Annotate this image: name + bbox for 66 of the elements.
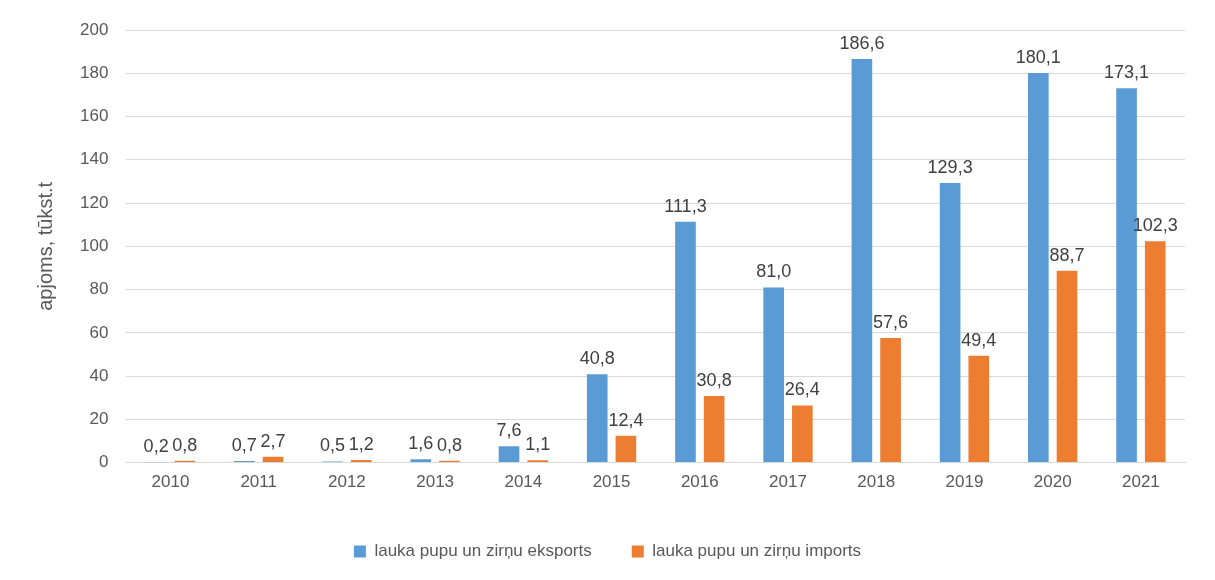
x-tick-label: 2013 [416, 472, 455, 492]
bar [880, 338, 901, 463]
data-label: 1,6 [408, 433, 434, 454]
data-label: 0,7 [231, 435, 257, 456]
x-tick-label: 2017 [769, 472, 807, 492]
bar [1144, 241, 1166, 463]
data-label: 2,7 [260, 430, 286, 451]
data-label: 0,8 [172, 434, 198, 455]
y-tick-label: 40 [89, 365, 109, 385]
bar [350, 460, 372, 463]
bar [939, 182, 961, 463]
bar [851, 58, 873, 463]
bar [410, 459, 432, 463]
data-label: 49,4 [961, 329, 997, 350]
y-tick-label: 80 [89, 279, 109, 299]
y-tick-label: 140 [79, 149, 109, 169]
bar [498, 446, 520, 463]
y-axis-title: apjoms, tūkst.t [33, 181, 56, 311]
data-label: 12,4 [608, 409, 644, 430]
x-tick-label: 2012 [328, 472, 366, 492]
y-tick-label: 20 [89, 409, 109, 429]
bar [763, 287, 784, 463]
bar [262, 456, 284, 463]
data-label: 57,6 [873, 311, 909, 332]
y-tick-label: 0 [98, 452, 109, 472]
data-label: 173,1 [1104, 62, 1150, 83]
data-label: 1,1 [525, 434, 551, 455]
bar [675, 221, 696, 463]
data-label: 40,8 [579, 348, 615, 369]
x-tick-label: 2014 [504, 472, 543, 492]
data-label: 7,6 [496, 420, 522, 441]
x-tick-label: 2018 [857, 472, 896, 492]
bar [586, 374, 608, 463]
data-label: 129,3 [927, 156, 973, 177]
x-tick-label: 2021 [1121, 472, 1160, 492]
x-tick-label: 2020 [1033, 472, 1072, 492]
bar [1028, 73, 1049, 463]
y-tick-label: 120 [79, 192, 109, 212]
x-tick-label: 2015 [592, 472, 631, 492]
x-tick-label: 2016 [680, 472, 719, 492]
y-tick-label: 60 [89, 322, 109, 342]
data-label: 0,5 [320, 435, 346, 456]
legend-label: lauka pupu un zirņu eksports [374, 541, 592, 561]
data-label: 81,0 [756, 261, 792, 282]
legend-label: lauka pupu un zirņu imports [652, 541, 862, 561]
y-tick-label: 160 [79, 106, 109, 126]
bar [792, 405, 813, 463]
data-label: 0,8 [436, 434, 462, 455]
data-label: 186,6 [839, 32, 885, 53]
bar [615, 435, 637, 463]
data-label: 88,7 [1049, 244, 1085, 265]
data-label: 30,8 [696, 369, 732, 390]
x-tick-label: 2011 [240, 472, 277, 492]
bar [703, 395, 725, 463]
y-tick-label: 180 [79, 62, 109, 82]
bar [1056, 270, 1078, 463]
y-tick-label: 100 [79, 235, 109, 255]
x-tick-label: 2010 [151, 472, 190, 492]
data-label: 26,4 [784, 379, 820, 400]
x-tick-label: 2019 [945, 472, 984, 492]
data-label: 1,2 [348, 433, 374, 454]
data-label: 180,1 [1015, 47, 1061, 68]
bar [968, 355, 990, 463]
y-tick-label: 200 [79, 19, 109, 39]
data-label: 111,3 [664, 195, 707, 216]
data-label: 0,2 [143, 436, 169, 457]
